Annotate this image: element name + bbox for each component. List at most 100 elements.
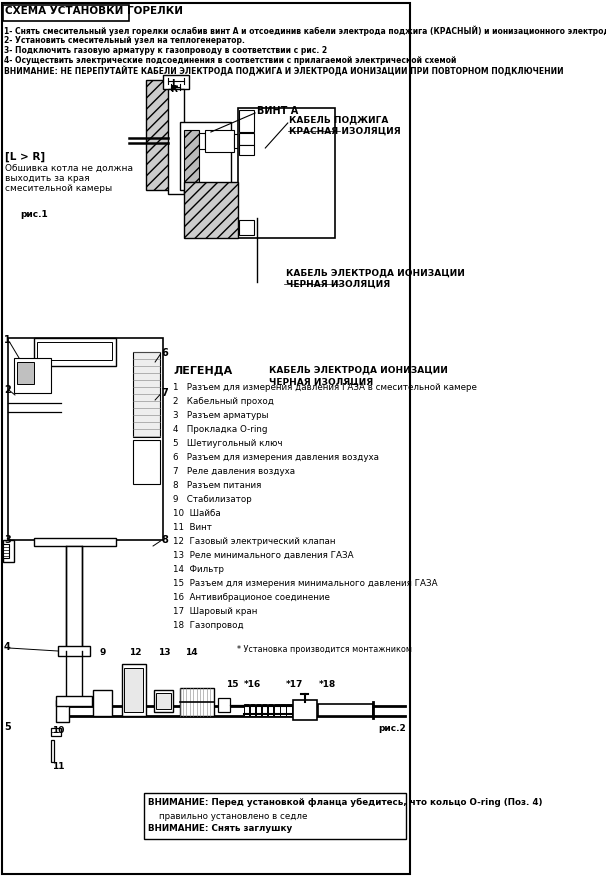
Text: 18  Газопровод: 18 Газопровод	[173, 621, 244, 630]
Text: рис.2: рис.2	[378, 724, 406, 733]
Bar	[13, 358, 51, 393]
Text: 14  Фильтр: 14 Фильтр	[173, 565, 224, 574]
Text: 9   Стабилизатор: 9 Стабилизатор	[173, 495, 252, 504]
Text: 4   Прокладка O-ring: 4 Прокладка O-ring	[173, 425, 268, 434]
Circle shape	[302, 148, 306, 154]
Text: СХЕМА УСТАНОВКИ ГОРЕЛКИ: СХЕМА УСТАНОВКИ ГОРЕЛКИ	[5, 6, 184, 16]
Bar	[256, 704, 261, 716]
Text: КАБЕЛЬ ЭЛЕКТРОДА ИОНИЗАЦИИ: КАБЕЛЬ ЭЛЕКТРОДА ИОНИЗАЦИИ	[285, 268, 465, 277]
Text: 4- Осуществить электрические подсоединения в соответствии с прилагаемой электрич: 4- Осуществить электрические подсоединен…	[4, 56, 456, 65]
Text: 1- Снять смесительный узел горелки ослабив винт А и отсоединив кабели электрода : 1- Снять смесительный узел горелки ослаб…	[4, 26, 606, 37]
Circle shape	[302, 202, 306, 208]
Text: 12  Газовый электрический клапан: 12 Газовый электрический клапан	[173, 537, 336, 546]
Text: ЧЕРНАЯ ИЗОЛЯЦИЯ: ЧЕРНАЯ ИЗОЛЯЦИЯ	[268, 378, 373, 387]
Bar	[262, 704, 267, 716]
Bar	[144, 793, 406, 839]
Text: [L > R]: [L > R]	[5, 152, 45, 162]
Text: 8: 8	[161, 535, 168, 545]
Text: 1: 1	[4, 335, 11, 345]
Bar	[146, 80, 180, 190]
Bar	[318, 704, 373, 716]
Text: 5   Шетиугольный ключ: 5 Шетиугольный ключ	[173, 439, 283, 448]
Text: Обшивка котла не должна: Обшивка котла не должна	[5, 164, 133, 173]
Bar	[66, 546, 82, 651]
Bar	[168, 89, 184, 194]
Bar	[179, 688, 213, 716]
Text: 6: 6	[161, 348, 168, 358]
Text: R: R	[170, 85, 177, 94]
Bar	[293, 700, 317, 720]
Text: ЧЕРНАЯ ИЗОЛЯЦИЯ: ЧЕРНАЯ ИЗОЛЯЦИЯ	[285, 280, 390, 289]
Bar	[234, 134, 239, 148]
Bar	[287, 704, 292, 716]
Text: 6   Разъем для измерения давления воздуха: 6 Разъем для измерения давления воздуха	[173, 453, 379, 462]
Text: ЛЕГЕНДА: ЛЕГЕНДА	[173, 365, 233, 375]
Bar	[199, 133, 205, 149]
Bar	[4, 540, 13, 562]
Text: правильно установлено в седле: правильно установлено в седле	[159, 812, 308, 821]
Bar	[4, 544, 9, 558]
Text: 14: 14	[185, 648, 198, 657]
Text: ВИНТ А: ВИНТ А	[257, 106, 298, 116]
Text: 7   Реле давления воздуха: 7 Реле давления воздуха	[173, 467, 296, 476]
Bar	[133, 352, 160, 437]
Text: КРАСНАЯ ИЗОЛЯЦИЯ: КРАСНАЯ ИЗОЛЯЦИЯ	[289, 127, 401, 136]
Text: 1   Разъем для измерения давления ГАЗА в смесительной камере: 1 Разъем для измерения давления ГАЗА в с…	[173, 383, 478, 392]
Text: 10  Шайба: 10 Шайба	[173, 509, 221, 518]
Bar	[51, 728, 61, 736]
Bar	[218, 698, 230, 712]
Bar	[268, 704, 273, 716]
Bar	[56, 700, 68, 722]
Text: 8   Разъем питания: 8 Разъем питания	[173, 481, 262, 490]
Text: 9: 9	[99, 648, 105, 657]
Circle shape	[145, 458, 151, 466]
Text: 3   Разъем арматуры: 3 Разъем арматуры	[173, 411, 269, 420]
Bar	[58, 646, 90, 656]
Bar	[163, 75, 189, 89]
Text: 2- Установить смесительный узел на теплогенератор.: 2- Установить смесительный узел на тепло…	[4, 36, 245, 45]
Bar	[133, 440, 160, 484]
Bar	[17, 362, 34, 384]
Text: 10: 10	[52, 726, 65, 735]
Text: 7: 7	[161, 388, 168, 398]
Bar	[238, 108, 335, 238]
Bar	[239, 145, 255, 155]
Bar	[4, 5, 129, 21]
Bar	[184, 130, 199, 182]
Bar	[184, 182, 238, 238]
Bar	[8, 338, 163, 540]
Text: ВНИМАНИЕ: Снять заглушку: ВНИМАНИЕ: Снять заглушку	[148, 824, 292, 833]
Text: L: L	[171, 79, 178, 89]
Bar	[56, 696, 92, 706]
Text: 4: 4	[4, 642, 11, 652]
Text: 3- Подключить газовую арматуру к газопроводу в соответствии с рис. 2: 3- Подключить газовую арматуру к газопро…	[4, 46, 327, 55]
Text: 11: 11	[52, 762, 65, 771]
Text: 16  Антивибрационое соединение: 16 Антивибрационое соединение	[173, 593, 330, 602]
Text: смесительной камеры: смесительной камеры	[5, 184, 113, 193]
Text: 3: 3	[4, 535, 11, 545]
Bar	[124, 668, 143, 712]
Text: КАБЕЛЬ ПОДЖИГА: КАБЕЛЬ ПОДЖИГА	[289, 115, 388, 124]
Text: ВНИМАНИЕ: Перед установкой фланца убедитесь, что кольцо O-ring (Поз. 4): ВНИМАНИЕ: Перед установкой фланца убедит…	[148, 798, 542, 807]
Text: рис.1: рис.1	[21, 210, 48, 219]
Text: * Установка производится монтажником: * Установка производится монтажником	[237, 645, 411, 654]
Text: 13  Реле минимального давления ГАЗА: 13 Реле минимального давления ГАЗА	[173, 551, 354, 560]
Text: КАБЕЛЬ ЭЛЕКТРОДА ИОНИЗАЦИИ: КАБЕЛЬ ЭЛЕКТРОДА ИОНИЗАЦИИ	[268, 365, 448, 374]
Text: выходить за края: выходить за края	[5, 174, 90, 183]
Text: 15  Разъем для измерения минимального давления ГАЗА: 15 Разъем для измерения минимального дав…	[173, 579, 438, 588]
Circle shape	[265, 148, 270, 154]
Bar	[239, 133, 255, 145]
Bar	[281, 704, 285, 716]
Text: 2: 2	[4, 385, 11, 395]
Text: 5: 5	[4, 722, 11, 732]
Text: *18: *18	[318, 680, 336, 689]
Bar	[156, 693, 171, 709]
Circle shape	[265, 202, 270, 208]
Bar	[34, 338, 116, 366]
Bar	[180, 122, 231, 190]
Bar	[122, 664, 145, 716]
Bar	[154, 690, 173, 712]
Text: 17  Шаровый кран: 17 Шаровый кран	[173, 607, 258, 616]
Bar	[244, 704, 249, 716]
Bar	[51, 740, 55, 762]
